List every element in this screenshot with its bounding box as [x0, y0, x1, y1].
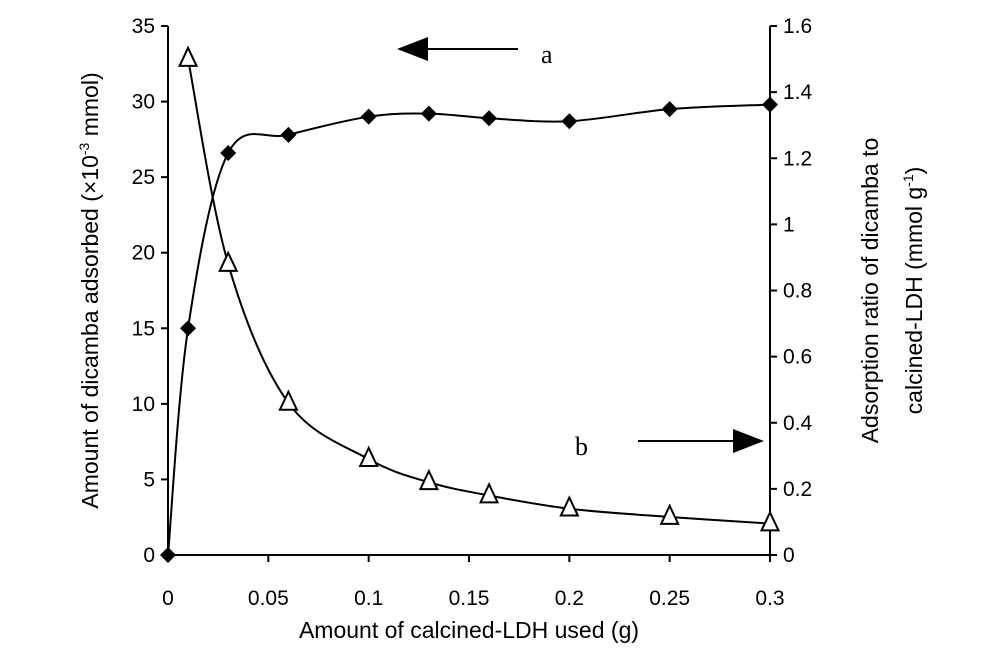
series-b-point — [478, 481, 500, 504]
left-y-tick-label: 15 — [132, 317, 155, 340]
x-tick-label: 0 — [162, 587, 174, 610]
series-b-point — [218, 250, 239, 272]
series-a-line — [167, 103, 771, 556]
series-b-line — [187, 58, 771, 525]
left-y-axis-title-sup: -3 — [76, 142, 92, 155]
series-b-annotation: b — [575, 429, 764, 461]
series-a-point — [220, 144, 237, 161]
left-y-tick-label: 30 — [132, 91, 155, 114]
right-y-tick-label: 0 — [783, 544, 795, 567]
series-b-point — [278, 389, 299, 411]
x-tick-label: 0.15 — [449, 587, 490, 610]
series-b-point — [418, 468, 439, 491]
right-y-tick-label: 1.4 — [783, 81, 813, 104]
series-b-point — [177, 45, 199, 67]
right-y-axis-title-line1: Adsorption ratio of dicamba to — [857, 138, 883, 444]
right-y-axis-title-line2-pre: calcined-LDH (mmol g — [901, 187, 927, 415]
x-tick-label: 0.1 — [354, 587, 383, 610]
right-y-axis-title-line2-post: ) — [901, 167, 927, 175]
x-axis-title: Amount of calcined-LDH used (g) — [299, 617, 639, 643]
left-y-axis-title-pre: Amount of dicamba adsorbed (×10 — [77, 155, 103, 509]
series-a-annotation: a — [397, 37, 553, 69]
arrow-right-head-icon — [733, 429, 764, 453]
series-b-label: b — [575, 432, 588, 461]
series-a-point — [360, 108, 377, 125]
right-y-tick-label: 0.6 — [783, 346, 812, 369]
series-a-point — [561, 113, 578, 130]
series-a-point — [762, 96, 778, 113]
series-a-label: a — [541, 40, 553, 69]
left-y-tick-label: 5 — [143, 468, 155, 491]
right-y-tick-label: 1 — [783, 213, 795, 236]
x-tick-label: 0.3 — [755, 587, 784, 610]
series-b-point — [559, 495, 580, 517]
series-a-point — [160, 547, 176, 563]
series-b-point — [659, 503, 680, 525]
x-tick-label: 0.05 — [248, 587, 289, 610]
plot-axes — [167, 26, 771, 556]
left-y-tick-label: 20 — [132, 242, 155, 265]
series-a-point — [661, 101, 678, 118]
series-b-point — [759, 510, 781, 532]
series-b-point — [358, 445, 379, 467]
right-y-tick-label: 0.4 — [783, 412, 813, 435]
series-a-point — [420, 105, 437, 122]
right-y-tick-label: 0.2 — [783, 478, 812, 501]
left-y-tick-label: 25 — [132, 166, 155, 189]
right-y-tick-label: 1.6 — [783, 15, 812, 38]
right-y-axis-title-line2: calcined-LDH (mmol g-1) — [900, 167, 927, 415]
x-tick-label: 0.25 — [649, 587, 690, 610]
right-y-tick-label: 1.2 — [783, 147, 812, 170]
series-a-point — [481, 110, 498, 127]
left-y-tick-label: 35 — [132, 15, 155, 38]
x-tick-label: 0.2 — [555, 587, 584, 610]
left-y-tick-label: 10 — [132, 393, 155, 416]
ticks-layer: 0 5 10 15 20 25 30 35 0 0.2 0.4 0.6 0.8 1 1.2 1.4 1.6 0 0.… — [132, 15, 813, 610]
right-y-axis-title-line2-sup: -1 — [900, 174, 916, 187]
left-y-axis-title-post: mmol) — [77, 72, 103, 142]
series-layer — [160, 45, 781, 563]
series-a-point — [180, 320, 197, 337]
series-a-point — [280, 126, 297, 143]
left-y-axis-title: Amount of dicamba adsorbed (×10-3 mmol) — [76, 72, 103, 508]
arrow-left-head-icon — [397, 37, 428, 61]
right-y-tick-label: 0.8 — [783, 280, 812, 303]
left-y-tick-label: 0 — [143, 544, 155, 567]
